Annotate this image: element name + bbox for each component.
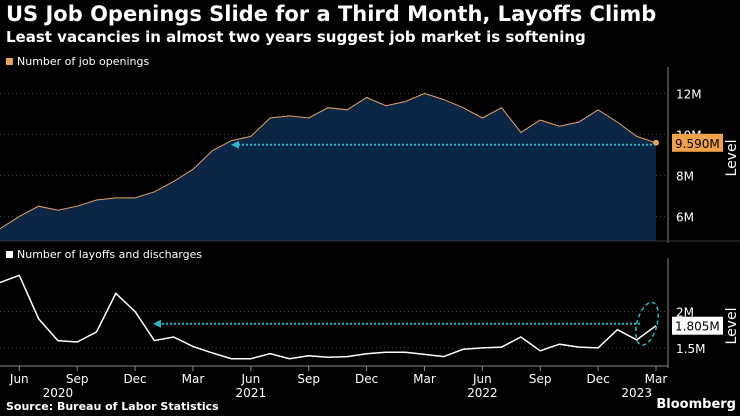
- openings-panel: 6M8M10M12MNumber of job openingsLevel9.5…: [0, 55, 740, 243]
- x-year-label: 2020: [43, 386, 74, 400]
- layoffs-line: [0, 274, 657, 360]
- y-axis-title: Level: [724, 308, 740, 345]
- x-tick-label: Dec: [587, 372, 610, 386]
- x-tick-label: Mar: [413, 372, 436, 386]
- end-value-label: 1.805M: [675, 320, 720, 334]
- x-tick-label: Sep: [297, 372, 320, 386]
- x-year-label: 2023: [621, 386, 652, 400]
- layoffs-panel: 1.5M 2M Number of layoffs and discharges Le…: [0, 248, 740, 368]
- y-tick-label: 6M: [676, 210, 694, 224]
- x-tick-label: Jun: [9, 372, 29, 386]
- x-tick-label: Sep: [66, 372, 89, 386]
- x-tick-label: Mar: [182, 372, 205, 386]
- bloomberg-logo: Bloomberg: [656, 397, 736, 412]
- openings-line: [0, 92, 657, 230]
- x-tick-label: Mar: [645, 372, 668, 386]
- y-tick-label: 1.5M: [676, 342, 705, 356]
- y-tick-label: 8M: [676, 169, 694, 183]
- x-axis: Jun Sep Dec Mar Jun Sep Dec Mar Jun Sep Dec Mar 2020…: [0, 365, 668, 400]
- annotation-arrowhead: [153, 319, 161, 328]
- y-tick-label: 2M: [676, 306, 694, 320]
- y-axis-title: Level: [724, 140, 740, 177]
- legend-swatch: [6, 58, 13, 65]
- x-tick-label: Sep: [529, 372, 552, 386]
- legend-swatch: [6, 251, 13, 258]
- end-value-box: [672, 316, 723, 335]
- x-tick-label: Jun: [240, 372, 260, 386]
- end-value-box: [672, 133, 723, 152]
- openings-area: [0, 93, 656, 242]
- x-tick-label: Dec: [123, 372, 146, 386]
- annotation-arrowhead: [231, 140, 239, 149]
- legend-label: Number of job openings: [17, 55, 150, 68]
- source-note: Source: Bureau of Labor Statistics: [6, 400, 219, 413]
- x-tick-label: Dec: [355, 372, 378, 386]
- chart-subtitle: Least vacancies in almost two years sugg…: [6, 28, 586, 46]
- chart-title: US Job Openings Slide for a Third Month,…: [6, 2, 657, 26]
- end-value-label: 9.590M: [675, 137, 720, 151]
- x-year-label: 2021: [236, 386, 267, 400]
- y-tick-label: 12M: [676, 87, 702, 101]
- x-tick-label: Jun: [472, 372, 492, 386]
- highlight-ellipse: [635, 301, 659, 346]
- x-year-label: 2022: [467, 386, 498, 400]
- end-point-marker: [653, 139, 659, 146]
- legend-label: Number of layoffs and discharges: [17, 248, 202, 261]
